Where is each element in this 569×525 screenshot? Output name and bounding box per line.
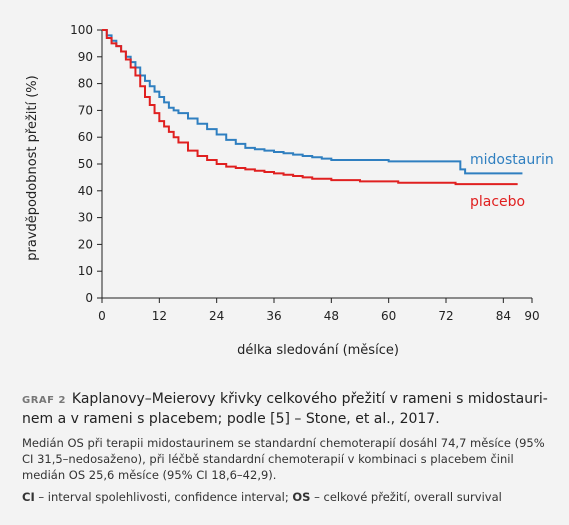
y-tick-label: 80: [78, 77, 93, 91]
series-label-placebo: placebo: [470, 194, 525, 210]
y-tick-label: 60: [78, 130, 93, 144]
x-tick-label: 12: [152, 309, 167, 323]
y-tick-label: 70: [78, 103, 93, 117]
y-tick-label: 50: [78, 157, 93, 171]
x-tick-label: 48: [324, 309, 339, 323]
x-tick-label: 72: [438, 309, 453, 323]
series-line-placebo: [102, 29, 518, 186]
x-tick-label: 0: [98, 309, 106, 323]
x-tick-label: 24: [209, 309, 224, 323]
x-axis-title: délka sledování (měsíce): [237, 343, 399, 358]
plot-area: 0 10 20 30 40 50 60 70 80 90 100 0 12 24 36 48 60 72 84 90: [70, 23, 540, 323]
abbr-ci: CI: [22, 490, 35, 504]
y-tick-label: 30: [78, 211, 93, 225]
caption-title: Kaplanovy–Meierovy křivky celkového přež…: [22, 391, 548, 427]
x-tick-label: 60: [381, 309, 396, 323]
x-tick-label: 36: [266, 309, 281, 323]
abbr-ci-text: – interval spolehlivosti, confidence int…: [34, 490, 293, 504]
y-tick-label: 0: [85, 291, 93, 305]
y-tick-label: 100: [70, 23, 93, 37]
y-tick-label: 10: [78, 264, 93, 278]
x-tick-label: 90: [524, 309, 539, 323]
figure-caption: GRAF 2 Kaplanovy–Meierovy křivky celkovéh…: [22, 390, 552, 505]
y-axis-title: pravděpodobnost přežití (%): [25, 75, 40, 260]
caption-note-abbreviations: CI – interval spolehlivosti, confidence …: [22, 489, 552, 505]
x-tick-label: 84: [496, 309, 511, 323]
y-tick-label: 20: [78, 237, 93, 251]
abbr-os: OS: [292, 490, 311, 504]
y-tick-label: 90: [78, 50, 93, 64]
series-line-midostaurin: [102, 29, 523, 175]
caption-note-median: Medián OS při terapii midostaurinem se s…: [22, 436, 545, 482]
abbr-os-text: – celkové přežití, overall survival: [310, 490, 502, 504]
caption-title-block: GRAF 2 Kaplanovy–Meierovy křivky celkovéh…: [22, 390, 552, 429]
caption-tag: GRAF 2: [22, 395, 66, 406]
y-tick-label: 40: [78, 184, 93, 198]
series-label-midostaurin: midostaurin: [470, 152, 554, 168]
